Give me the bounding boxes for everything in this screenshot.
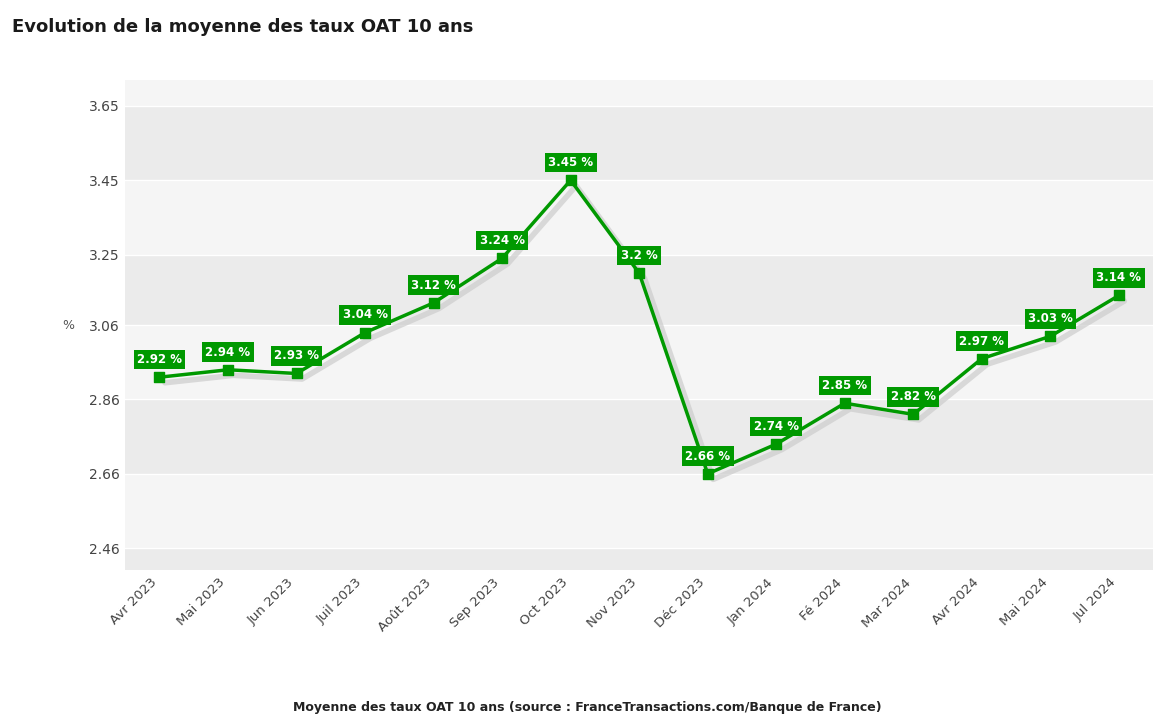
Text: 2.85 %: 2.85 % (822, 379, 868, 392)
Bar (126, 255, 1153, 325)
Point (972, 353, 991, 364)
Bar (126, 399, 1153, 474)
Point (1109, 290, 1128, 301)
Y-axis label: %: % (62, 319, 74, 332)
Text: 3.14 %: 3.14 % (1097, 271, 1141, 284)
Text: 2.93 %: 2.93 % (274, 350, 319, 363)
Text: 2.82 %: 2.82 % (891, 390, 936, 403)
Text: 3.45 %: 3.45 % (548, 156, 593, 169)
Text: 3.12 %: 3.12 % (411, 279, 456, 292)
Point (150, 371, 169, 383)
Bar (126, 80, 1153, 106)
Bar (126, 325, 1153, 399)
Point (629, 267, 648, 279)
Point (218, 364, 237, 376)
Bar (126, 548, 1153, 570)
Point (288, 368, 306, 379)
Text: 2.97 %: 2.97 % (959, 335, 1004, 348)
Point (767, 438, 785, 450)
Point (904, 409, 923, 420)
Text: 3.2 %: 3.2 % (621, 249, 657, 262)
Text: 2.66 %: 2.66 % (686, 450, 730, 463)
Text: 3.04 %: 3.04 % (343, 309, 387, 322)
Point (1041, 330, 1060, 342)
Text: Evolution de la moyenne des taux OAT 10 ans: Evolution de la moyenne des taux OAT 10 … (12, 18, 473, 36)
Bar (126, 106, 1153, 180)
Text: 2.74 %: 2.74 % (754, 420, 798, 433)
Point (356, 327, 375, 338)
Bar (126, 474, 1153, 548)
Bar (126, 180, 1153, 255)
Text: Moyenne des taux OAT 10 ans (source : FranceTransactions.com/Banque de France): Moyenne des taux OAT 10 ans (source : Fr… (292, 701, 882, 714)
Text: 2.92 %: 2.92 % (137, 353, 182, 366)
Text: 2.94 %: 2.94 % (205, 345, 250, 358)
Point (424, 297, 443, 309)
Point (699, 468, 717, 479)
Point (836, 397, 855, 409)
Point (493, 252, 512, 264)
Text: 3.24 %: 3.24 % (480, 234, 525, 247)
Text: 3.03 %: 3.03 % (1028, 312, 1073, 325)
Point (561, 174, 580, 186)
